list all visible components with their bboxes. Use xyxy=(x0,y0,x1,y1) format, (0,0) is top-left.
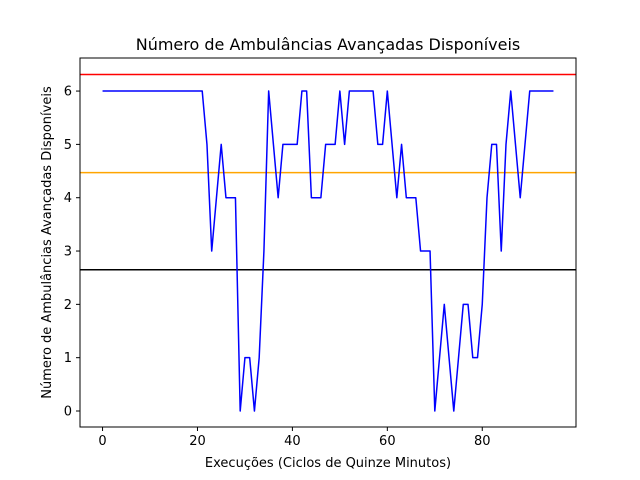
x-tick-label: 0 xyxy=(98,434,106,449)
y-tick-label: 4 xyxy=(64,191,72,206)
y-tick-label: 3 xyxy=(64,245,72,260)
x-tick-label: 20 xyxy=(189,434,206,449)
x-tick-label: 80 xyxy=(474,434,491,449)
series-line-1 xyxy=(102,90,554,412)
y-axis-ticks: 0 1 2 3 4 5 6 xyxy=(64,85,80,420)
x-tick-label: 60 xyxy=(379,434,396,449)
y-tick-label: 1 xyxy=(64,351,72,366)
x-tick-label: 40 xyxy=(284,434,301,449)
chart-title: Número de Ambulâncias Avançadas Disponív… xyxy=(136,35,521,54)
reference-lines xyxy=(80,73,576,271)
y-tick-label: 6 xyxy=(64,85,72,100)
y-tick-label: 2 xyxy=(64,298,72,313)
y-tick-label: 5 xyxy=(64,138,72,153)
data-series xyxy=(102,90,554,412)
y-axis-label: Número de Ambulâncias Avançadas Disponív… xyxy=(40,86,55,399)
plot-frame xyxy=(79,57,577,428)
x-axis-ticks: 0 20 40 60 80 xyxy=(98,427,491,449)
y-tick-label: 0 xyxy=(64,405,72,420)
x-axis-label: Execuções (Ciclos de Quinze Minutos) xyxy=(205,456,451,471)
